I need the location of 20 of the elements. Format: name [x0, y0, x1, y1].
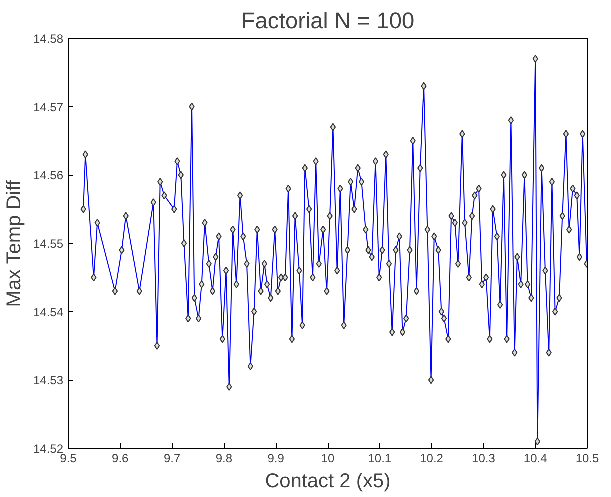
- x-tick-label: 10.2: [420, 452, 444, 466]
- x-tick-label: 10.5: [576, 452, 600, 466]
- x-tick-label: 9.8: [216, 452, 233, 466]
- x-tick-label: 10.1: [368, 452, 392, 466]
- x-tick-label: 9.6: [112, 452, 130, 466]
- y-tick-label: 14.53: [33, 374, 64, 388]
- x-axis-title: Contact 2 (x5): [265, 470, 391, 492]
- y-tick-label: 14.55: [33, 237, 64, 251]
- y-tick-label: 14.57: [33, 100, 64, 114]
- x-tick-label: 10.3: [472, 452, 496, 466]
- x-tick-label: 9.5: [60, 452, 78, 466]
- x-tick-label: 9.9: [268, 452, 285, 466]
- x-tick-label: 9.7: [164, 452, 181, 466]
- x-tick-label: 10.4: [524, 452, 548, 466]
- y-axis-title: Max Temp Diff: [3, 180, 26, 308]
- y-tick-label: 14.56: [33, 168, 64, 183]
- y-tick-label: 14.58: [33, 32, 64, 46]
- chart-title: Factorial N = 100: [241, 8, 415, 34]
- y-tick-label: 14.54: [33, 305, 64, 320]
- x-tick-label: 10: [321, 452, 335, 466]
